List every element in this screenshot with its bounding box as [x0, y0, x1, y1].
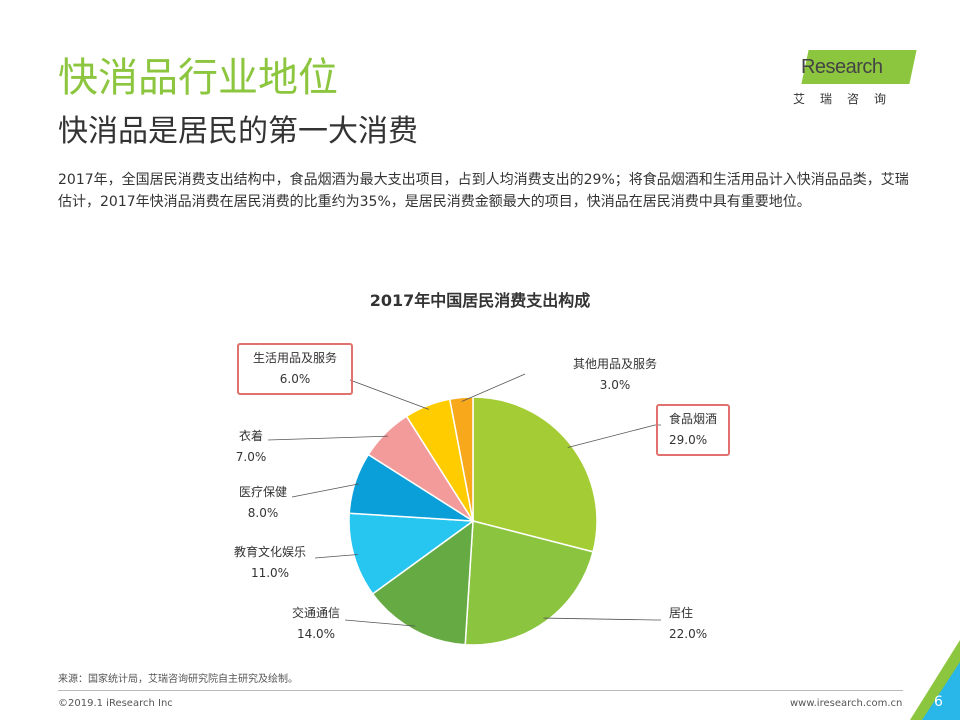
slice-label-6: 衣着 — [239, 428, 263, 443]
leader-line-4 — [314, 554, 358, 559]
slice-value-5: 8.0% — [248, 506, 279, 520]
logo-wordmark: iResearch — [797, 56, 883, 78]
slice-value-3: 14.0% — [297, 627, 335, 641]
slice-label-5: 医疗保健 — [239, 485, 287, 499]
description-text: 2017年，全国居民消费支出结构中，食品烟酒为最大支出项目，占到人均消费支出的2… — [58, 172, 909, 210]
pie-slices — [348, 396, 598, 646]
highlight-box-1 — [656, 404, 730, 456]
highlight-box-7 — [237, 343, 353, 395]
slice-label-1: 食品烟酒 — [669, 411, 717, 426]
slice-value-6: 7.0% — [236, 450, 267, 464]
leader-line-8 — [461, 373, 526, 402]
slice-value-4: 11.0% — [251, 566, 289, 580]
copyright-text: ©2019.1 iResearch Inc — [58, 698, 173, 709]
iresearch-logo: iResearch 艾瑞咨询 — [793, 50, 917, 110]
leader-line-3 — [344, 619, 416, 627]
leader-line-5 — [291, 483, 359, 498]
slice-value-2: 22.0% — [669, 627, 707, 641]
corner-decoration — [910, 640, 960, 720]
slice-value-8: 3.0% — [600, 378, 631, 392]
chart-title: 2017年中国居民消费支出构成 — [369, 291, 591, 310]
pie-slice-2 — [464, 520, 595, 646]
website-text: www.iresearch.com.cn — [790, 698, 903, 709]
pie-slice-3 — [371, 519, 474, 646]
slice-label-8: 其他用品及服务 — [573, 356, 657, 371]
slice-label-2: 居住 — [669, 606, 693, 620]
leader-line-2 — [543, 617, 661, 621]
slice-value-7: 6.0% — [280, 372, 311, 386]
leader-line-6 — [267, 435, 389, 441]
slice-label-7: 生活用品及服务 — [253, 350, 337, 365]
slice-label-3: 交通通信 — [292, 605, 340, 620]
slice-labels: 食品烟酒 29.0% 居住 22.0% 交通通信 14.0% 教育文化娱乐 11.0% 医疗保健… — [234, 343, 730, 641]
page-title: 快消品行业地位 — [58, 55, 338, 101]
slice-label-4: 教育文化娱乐 — [234, 544, 306, 559]
pie-slice-1 — [472, 396, 598, 553]
source-note: 来源：国家统计局，艾瑞咨询研究院自主研究及绘制。 — [58, 674, 298, 685]
logo-chinese-name: 艾瑞咨询 — [793, 92, 902, 106]
page-number: 6 — [934, 694, 943, 710]
page-subtitle: 快消品是居民的第一大消费 — [58, 114, 418, 149]
pie-slice-4 — [348, 512, 476, 595]
leader-lines — [267, 373, 661, 627]
slice-value-1: 29.0% — [669, 433, 707, 447]
leader-line-1 — [567, 424, 661, 448]
footer-divider — [58, 690, 903, 691]
leader-line-7 — [349, 379, 429, 410]
